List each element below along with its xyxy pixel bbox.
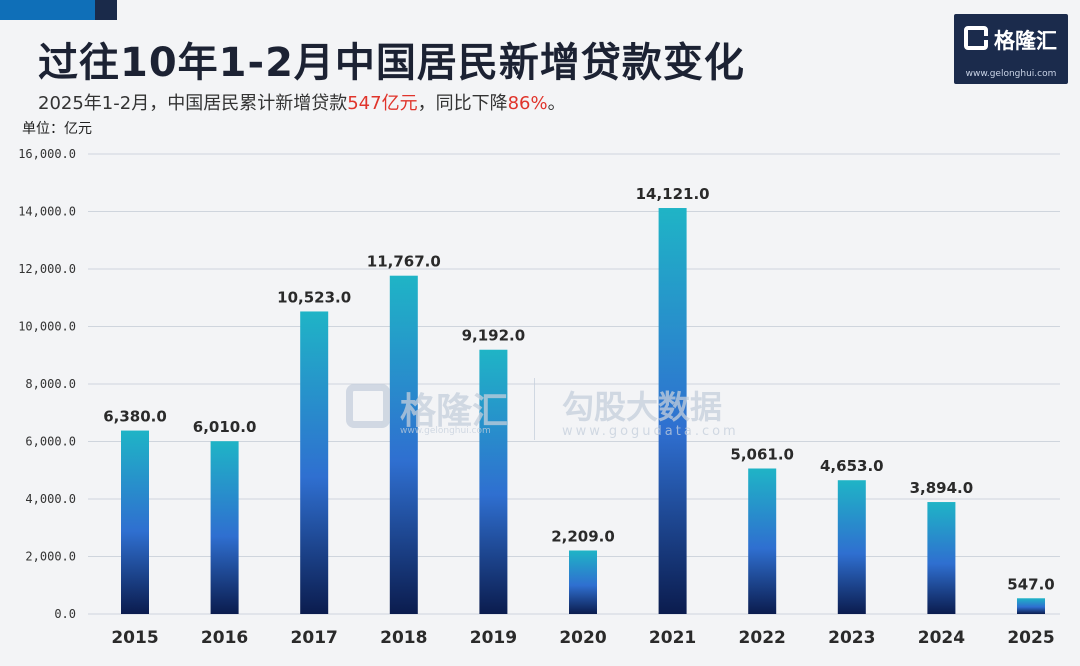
value-label-2017: 10,523.0 [277,288,351,306]
subtitle-highlight-percent: 86% [507,93,548,114]
bar-2017 [300,311,329,614]
bar-2024 [927,502,956,614]
x-label-2025: 2025 [1007,628,1054,648]
bars [121,208,1045,615]
y-axis-ticks: 0.0 2,000.0 4,000.0 6,000.0 8,000.0 10,000.0 1… [18,147,76,621]
y-tick-label: 10,000.0 [18,320,76,334]
bar-2021 [658,208,687,615]
y-tick-label: 2,000.0 [25,550,76,564]
value-label-2022: 5,061.0 [730,445,794,463]
x-label-2021: 2021 [649,628,696,648]
y-tick-label: 6,000.0 [25,435,76,449]
value-label-2018: 11,767.0 [367,253,441,271]
value-label-2020: 2,209.0 [551,527,615,545]
subtitle-highlight-amount: 547亿元 [347,93,418,114]
x-label-2016: 2016 [201,628,248,648]
chart-subtitle: 2025年1-2月，中国居民累计新增贷款547亿元，同比下降86%。 [38,89,566,115]
subtitle-suffix: 。 [547,93,566,114]
y-tick-label: 16,000.0 [18,147,76,161]
subtitle-middle: ，同比下降 [417,93,508,114]
value-label-2025: 547.0 [1007,575,1054,593]
bar-2015 [121,430,149,614]
logo-g-icon [964,26,988,50]
y-tick-label: 14,000.0 [18,205,76,219]
subtitle-prefix: 2025年1-2月，中国居民累计新增贷款 [38,93,348,114]
chart-title: 过往10年1-2月中国居民新增贷款变化 [38,40,745,86]
logo-name: 格隆汇 [994,29,1057,53]
x-label-2018: 2018 [380,628,427,648]
header-accent-block [95,0,117,20]
value-label-2024: 3,894.0 [910,479,974,497]
value-label-2015: 6,380.0 [103,408,167,426]
bar-2023 [837,480,866,614]
bar-2019 [479,349,508,614]
value-label-2023: 4,653.0 [820,457,884,475]
y-tick-label: 0.0 [54,607,76,621]
value-label-2021: 14,121.0 [636,185,710,203]
y-tick-label: 8,000.0 [25,377,76,391]
unit-label: 单位：亿元 [22,121,92,137]
x-label-2015: 2015 [111,628,158,648]
x-label-2017: 2017 [291,628,338,648]
bar-2016 [210,441,239,614]
value-labels: 6,380.0 6,010.0 10,523.0 11,767.0 9,192.0 2,2… [103,185,1055,593]
y-tick-label: 12,000.0 [18,262,76,276]
logo-url: www.gelonghui.com [965,69,1057,79]
value-label-2019: 9,192.0 [462,327,526,345]
x-axis-labels: 2015 2016 2017 2018 2019 2020 2021 2022 2023 2024… [111,628,1054,648]
x-label-2023: 2023 [828,628,875,648]
x-label-2024: 2024 [918,628,965,648]
value-label-2016: 6,010.0 [193,418,257,436]
y-tick-label: 4,000.0 [25,492,76,506]
x-label-2019: 2019 [470,628,517,648]
header-accent-bar [0,0,95,20]
x-label-2022: 2022 [739,628,786,648]
bar-2020 [569,550,597,614]
bar-2025 [1017,598,1045,614]
brand-logo: 格隆汇 www.gelonghui.com [954,14,1068,84]
bar-2018 [389,275,418,614]
bar-2022 [748,468,777,614]
x-label-2020: 2020 [559,628,606,648]
